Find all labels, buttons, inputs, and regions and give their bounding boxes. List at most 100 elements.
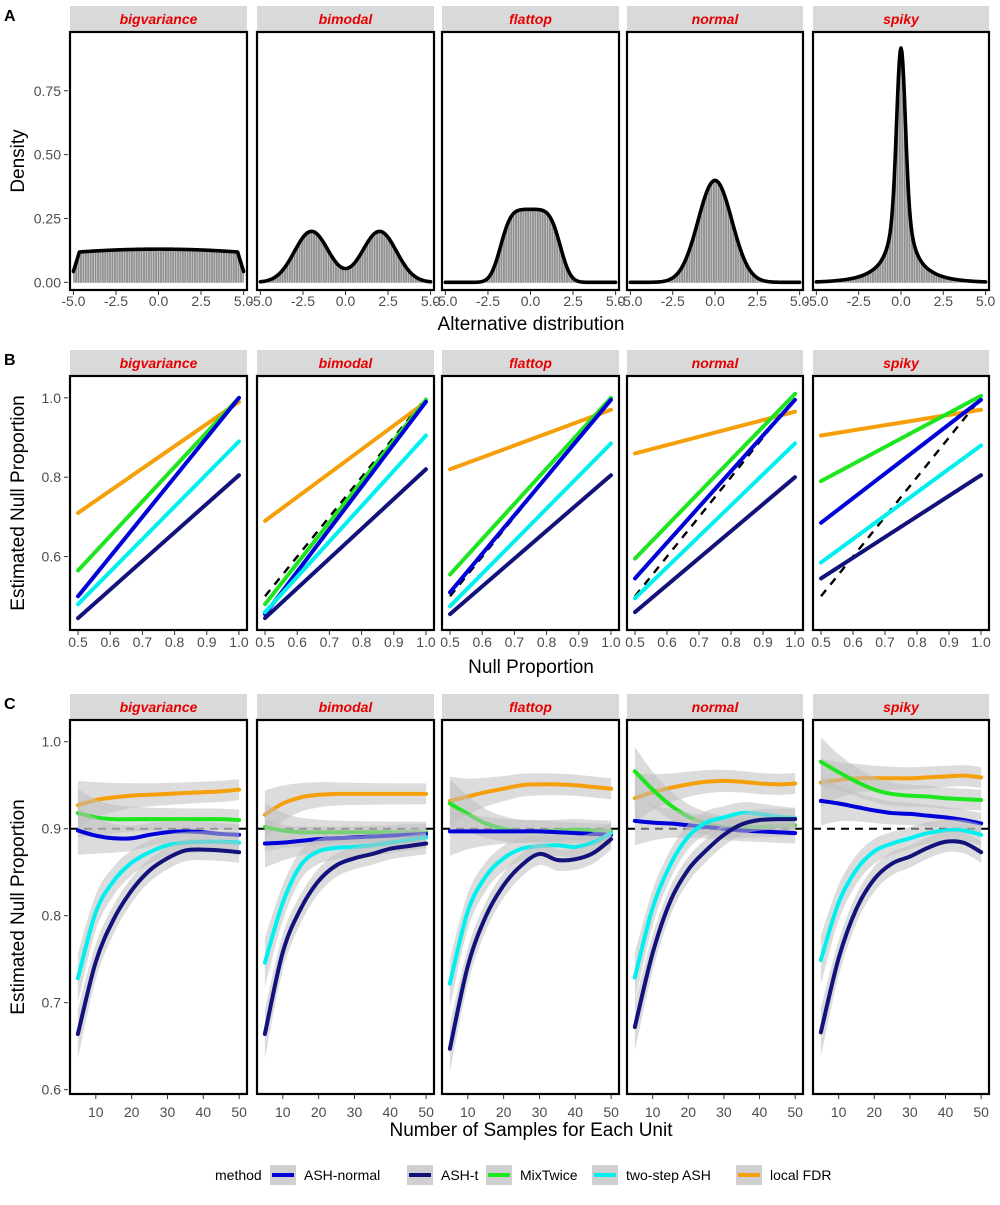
x-tick-label: 50: [787, 1104, 803, 1120]
x-tick-label: 10: [275, 1104, 291, 1120]
histogram-bar: [531, 209, 533, 282]
x-tick-label: 0.8: [537, 634, 557, 650]
legend-label: two-step ASH: [626, 1167, 711, 1183]
x-tick-label: 0.5: [440, 634, 460, 650]
histogram-bar: [145, 249, 147, 282]
histogram-bar: [534, 209, 536, 282]
histogram-bar: [128, 250, 130, 283]
histogram-bar: [363, 249, 365, 282]
histogram-bar: [123, 250, 125, 283]
x-tick-label: 0.9: [753, 634, 773, 650]
x-tick-label: 0.8: [721, 634, 741, 650]
panel-a-y-tick-label: 0.25: [34, 210, 61, 226]
histogram-bar: [135, 249, 137, 282]
histogram-bar: [720, 186, 722, 282]
histogram-bar: [204, 250, 206, 282]
histogram-bar: [111, 250, 113, 282]
x-tick-label: -2.5: [847, 293, 871, 309]
legend-item-ash-normal: ASH-normal: [270, 1165, 380, 1185]
histogram-bar: [510, 217, 512, 282]
histogram-bar: [174, 249, 176, 282]
histogram-bar: [529, 209, 531, 282]
x-tick-label: 0.7: [689, 634, 709, 650]
x-tick-label: 10: [88, 1104, 104, 1120]
histogram-bar: [130, 249, 132, 282]
histogram-bar: [549, 217, 551, 282]
histogram-bar: [194, 250, 196, 283]
histogram-bar: [323, 244, 325, 283]
histogram-bar: [301, 239, 303, 283]
x-tick-label: -2.5: [291, 293, 315, 309]
histogram-bar: [147, 249, 149, 282]
histogram-bar: [723, 195, 725, 283]
x-tick-label: 0.5: [625, 634, 645, 650]
histogram-bar: [138, 249, 140, 282]
histogram-bar: [157, 249, 159, 282]
histogram-bar: [310, 231, 312, 282]
histogram-bar: [211, 250, 213, 282]
x-tick-label: 0.0: [521, 293, 541, 309]
x-tick-label: 2.5: [563, 293, 583, 309]
histogram-bar: [118, 250, 120, 282]
facet-label: spiky: [883, 355, 920, 371]
histogram-bar: [116, 250, 118, 282]
facet-label: normal: [692, 699, 740, 715]
x-tick-label: 1.0: [971, 634, 991, 650]
x-tick-label: 10: [831, 1104, 847, 1120]
histogram-bar: [84, 252, 86, 283]
x-tick-label: 50: [603, 1104, 619, 1120]
histogram-bar: [106, 250, 108, 282]
histogram-bar: [232, 252, 234, 283]
x-tick-label: 2.5: [378, 293, 398, 309]
panel-a-letter: A: [4, 8, 16, 25]
histogram-bar: [221, 251, 223, 282]
panel-b-y-tick-label: 1.0: [42, 390, 62, 406]
histogram-bar: [94, 251, 96, 282]
panel-c-y-tick-label: 0.9: [42, 821, 62, 837]
histogram-bar: [305, 234, 307, 282]
histogram-bar: [698, 217, 700, 282]
legend-item-local-fdr: local FDR: [736, 1165, 831, 1185]
histogram-bar: [85, 252, 87, 283]
panel-b-x-axis-title: Null Proportion: [468, 657, 594, 678]
histogram-bar: [160, 249, 162, 282]
histogram-bar: [541, 210, 543, 282]
x-tick-label: -5.0: [433, 293, 457, 309]
histogram-bar: [165, 249, 167, 282]
histogram-bar: [707, 190, 709, 282]
histogram-bar: [198, 250, 200, 282]
histogram-bar: [90, 251, 92, 282]
x-tick-label: 10: [645, 1104, 661, 1120]
histogram-bar: [364, 246, 366, 282]
histogram-bar: [536, 209, 538, 282]
histogram-bar: [508, 220, 510, 282]
x-tick-label: 10: [460, 1104, 476, 1120]
facet-label: bimodal: [319, 699, 374, 715]
x-tick-label: 30: [716, 1104, 732, 1120]
histogram-bar: [718, 184, 720, 283]
histogram-bar: [318, 236, 320, 282]
histogram-bar: [551, 220, 553, 282]
x-tick-label: 0.5: [255, 634, 275, 650]
x-tick-label: 0.9: [569, 634, 589, 650]
histogram-bar: [179, 249, 181, 282]
histogram-bar: [172, 249, 174, 282]
histogram-bar: [169, 249, 171, 282]
facet-plot-area: [73, 249, 243, 282]
histogram-bar: [164, 249, 166, 282]
x-tick-label: 0.6: [657, 634, 677, 650]
histogram-bar: [527, 209, 529, 282]
histogram-bar: [206, 250, 208, 282]
histogram-bar: [347, 268, 349, 282]
legend-label: ASH-t: [441, 1167, 478, 1183]
histogram-bar: [346, 268, 348, 282]
histogram-bar: [385, 234, 387, 282]
histogram-bar: [199, 250, 201, 282]
histogram-bar: [507, 224, 509, 282]
histogram-bar: [729, 211, 731, 282]
x-tick-label: 0.0: [891, 293, 911, 309]
histogram-bar: [92, 251, 94, 282]
x-tick-label: 20: [680, 1104, 696, 1120]
histogram-bar: [361, 252, 363, 282]
